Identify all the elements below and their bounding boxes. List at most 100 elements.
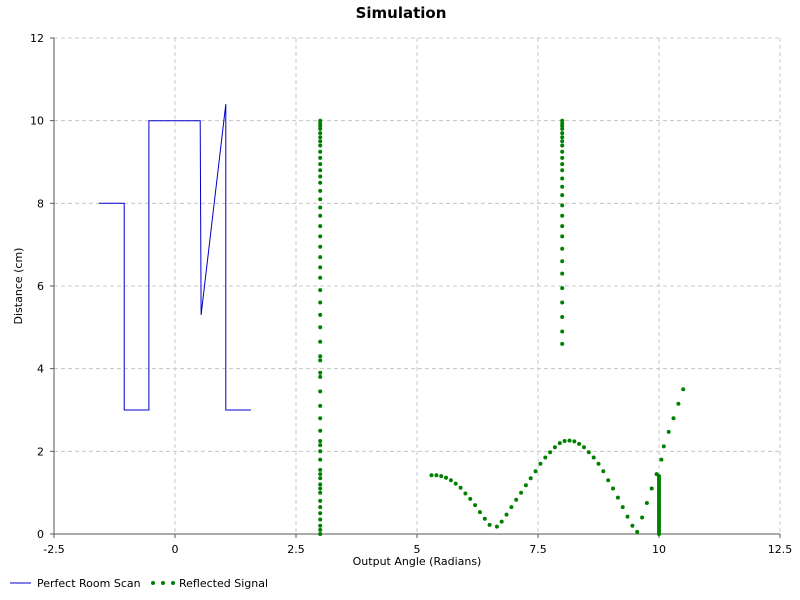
data-point: [318, 523, 323, 528]
data-point: [318, 490, 323, 495]
data-point: [463, 491, 468, 496]
data-point: [318, 234, 323, 239]
data-point: [560, 315, 565, 319]
data-point: [318, 374, 323, 379]
data-point: [560, 193, 565, 198]
data-point: [572, 439, 577, 444]
data-point: [560, 246, 565, 251]
legend-label-reflected-signal: Reflected Signal: [179, 577, 268, 590]
data-point: [620, 505, 625, 510]
x-tick-label: 0: [172, 543, 179, 556]
data-point: [318, 457, 323, 462]
data-point: [625, 514, 630, 519]
data-point: [615, 495, 620, 500]
data-point: [318, 224, 323, 229]
data-point: [630, 523, 635, 528]
data-point: [560, 184, 565, 189]
data-point: [439, 474, 444, 479]
data-point: [523, 483, 528, 488]
data-point: [473, 503, 478, 508]
data-point: [318, 443, 323, 448]
data-point: [458, 485, 463, 490]
data-point: [596, 461, 601, 466]
data-point: [560, 203, 565, 208]
data-point: [657, 474, 661, 479]
data-point: [560, 155, 565, 160]
data-point: [434, 473, 439, 478]
data-point: [560, 286, 565, 291]
data-point: [318, 354, 323, 359]
data-point: [557, 441, 562, 446]
data-point: [318, 174, 323, 179]
y-axis-label: Distance (cm): [12, 248, 25, 325]
data-point: [666, 429, 671, 434]
data-point: [318, 155, 323, 160]
y-ticks: 0 2 4 6 8 10 12: [30, 32, 54, 541]
data-point: [318, 482, 323, 487]
data-point: [318, 168, 323, 173]
data-point: [318, 135, 323, 140]
data-point: [318, 139, 323, 144]
y-tick-label: 2: [37, 445, 44, 458]
y-tick-label: 12: [30, 32, 44, 45]
data-point: [453, 481, 458, 486]
x-axis-label: Output Angle (Radians): [353, 555, 482, 568]
data-point: [548, 450, 553, 455]
series-layer: [99, 104, 686, 536]
data-point: [318, 339, 323, 344]
data-point: [318, 527, 323, 532]
data-point: [318, 505, 323, 510]
y-tick-label: 6: [37, 280, 44, 293]
legend: Perfect Room Scan Reflected Signal: [10, 577, 268, 590]
data-point: [661, 444, 666, 449]
y-tick-label: 8: [37, 197, 44, 210]
data-point: [318, 532, 323, 536]
y-tick-label: 10: [30, 115, 44, 128]
data-point: [560, 131, 565, 136]
x-tick-label: 2.5: [287, 543, 305, 556]
data-point: [318, 416, 323, 421]
x-tick-label: -2.5: [43, 543, 64, 556]
data-point: [552, 445, 557, 450]
data-point: [318, 149, 323, 154]
data-point: [499, 519, 504, 524]
data-point: [429, 473, 434, 478]
data-point: [560, 271, 565, 276]
x-tick-label: 5: [414, 543, 421, 556]
data-point: [560, 126, 565, 131]
legend-item-reflected-signal: Reflected Signal: [151, 577, 268, 590]
x-tick-label: 7.5: [529, 543, 547, 556]
data-point: [318, 449, 323, 454]
x-tick-label: 12.5: [768, 543, 793, 556]
data-point: [318, 197, 323, 202]
data-point: [560, 143, 565, 148]
data-point: [318, 476, 323, 481]
data-point: [560, 224, 565, 229]
data-point: [560, 300, 565, 305]
data-point: [318, 126, 323, 131]
data-point: [318, 472, 323, 477]
data-point: [640, 515, 645, 520]
data-point: [318, 131, 323, 136]
series-perfect-room-scan: [99, 104, 251, 411]
data-point: [494, 524, 499, 529]
data-point: [560, 234, 565, 239]
legend-swatch-dot: [171, 581, 175, 585]
data-point: [560, 149, 565, 154]
x-tick-label: 10: [652, 543, 666, 556]
y-tick-label: 0: [37, 528, 44, 541]
data-point: [577, 441, 582, 446]
data-point: [560, 341, 565, 346]
data-point: [606, 478, 611, 483]
data-point: [649, 486, 654, 491]
data-point: [318, 517, 323, 522]
data-point: [560, 329, 565, 334]
data-point: [611, 486, 615, 491]
data-point: [562, 439, 567, 443]
data-point: [482, 516, 487, 521]
data-point: [468, 496, 473, 501]
data-point: [543, 455, 548, 460]
legend-swatch-dot: [161, 581, 165, 585]
